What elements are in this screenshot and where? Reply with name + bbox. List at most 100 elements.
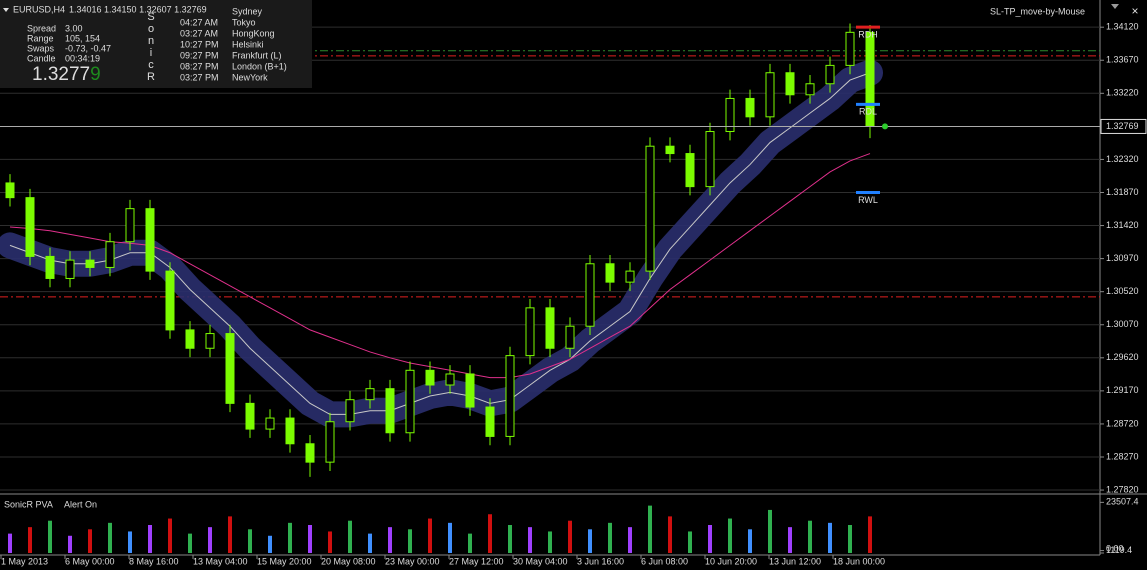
- volume-bar: [148, 525, 152, 553]
- y-tick-label: 1.33670: [1106, 55, 1139, 65]
- candle-body: [665, 145, 675, 155]
- x-tick-label: 13 Jun 12:00: [769, 556, 821, 566]
- volume-bar: [788, 527, 792, 553]
- x-tick-label: 27 May 12:00: [449, 556, 504, 566]
- candle-body: [705, 131, 715, 188]
- session-name: NewYork: [232, 72, 268, 82]
- volume-bar: [688, 531, 692, 553]
- volume-bar: [748, 529, 752, 553]
- candle-body: [685, 153, 695, 188]
- candle-body: [425, 369, 435, 386]
- candle-body: [45, 255, 55, 279]
- sonic-letter: c: [148, 59, 154, 71]
- info-label: Range: [27, 33, 54, 43]
- volume-bar: [228, 516, 232, 553]
- candle-body: [565, 325, 575, 349]
- volume-bar: [468, 533, 472, 553]
- session-time: 03:27 PM: [180, 72, 219, 82]
- session-time: 10:27 PM: [180, 39, 219, 49]
- info-value: 3.00: [65, 23, 83, 33]
- volume-bar: [388, 527, 392, 553]
- sonic-letter: S: [147, 11, 154, 23]
- volume-bar: [608, 522, 612, 553]
- session-time: 04:27 AM: [180, 17, 218, 27]
- candle-body: [125, 208, 135, 243]
- candle-body: [65, 259, 75, 279]
- volume-bar: [248, 529, 252, 553]
- session-name: Helsinki: [232, 39, 264, 49]
- y-tick-label: 1.29170: [1106, 385, 1139, 395]
- info-value: -0.73, -0.47: [65, 43, 111, 53]
- info-value: 105, 154: [65, 33, 100, 43]
- volume-bar: [348, 520, 352, 553]
- volume-bar: [428, 518, 432, 553]
- price-last-digit: 9: [90, 64, 101, 85]
- info-value: 00:34:19: [65, 53, 100, 63]
- volume-bar: [188, 533, 192, 553]
- volume-bar: [268, 535, 272, 553]
- volume-bar: [168, 518, 172, 553]
- candle-body: [825, 64, 835, 85]
- sonic-letter: i: [150, 47, 152, 59]
- candle-body: [305, 443, 315, 463]
- volume-bar: [88, 529, 92, 553]
- candle-body: [225, 333, 235, 404]
- candle-body: [5, 182, 15, 199]
- volume-bar: [368, 533, 372, 553]
- volume-bar: [48, 520, 52, 553]
- volume-bar: [708, 525, 712, 553]
- volume-bar: [328, 531, 332, 553]
- volume-bar: [128, 531, 132, 553]
- volume-bar: [508, 525, 512, 553]
- session-time: 08:27 PM: [180, 61, 219, 71]
- volume-bar: [648, 505, 652, 553]
- x-tick-label: 10 Jun 20:00: [705, 556, 757, 566]
- info-label: Swaps: [27, 43, 55, 53]
- x-tick-label: 6 May 00:00: [65, 556, 115, 566]
- last-close-dot: [882, 123, 888, 130]
- sonic-letter: R: [147, 71, 155, 83]
- volume-bar: [628, 527, 632, 553]
- volume-bar: [68, 535, 72, 553]
- candle-body: [385, 388, 395, 434]
- candle-body: [605, 263, 615, 283]
- volume-bar: [808, 520, 812, 553]
- volume-bar: [488, 514, 492, 553]
- symbol: EURUSD,H4: [13, 4, 65, 14]
- y-tick-label: 1.30970: [1106, 253, 1139, 263]
- candle-body: [285, 417, 295, 445]
- sonic-letter: o: [148, 23, 154, 35]
- info-panel: [0, 0, 312, 88]
- candle-body: [625, 270, 635, 283]
- volume-tick-label: 0.00: [1106, 543, 1124, 553]
- x-tick-label: 8 May 16:00: [129, 556, 179, 566]
- y-tick-label: 1.30070: [1106, 319, 1139, 329]
- volume-bar: [8, 533, 12, 553]
- info-label: Candle: [27, 53, 56, 63]
- y-tick-label: 1.27820: [1106, 484, 1139, 494]
- scroll-marker: [1111, 4, 1119, 9]
- candle-body: [185, 329, 195, 349]
- y-tick-label: 1.34120: [1106, 22, 1139, 32]
- info-label: Spread: [27, 23, 56, 33]
- candle-body: [645, 145, 655, 272]
- close-button[interactable]: ×: [1131, 4, 1138, 18]
- volume-bar: [588, 529, 592, 553]
- candle-body: [845, 31, 855, 66]
- candle-body: [465, 373, 475, 408]
- volume-bar: [568, 520, 572, 553]
- y-tick-label: 1.33220: [1106, 88, 1139, 98]
- session-name: London (B+1): [232, 61, 287, 71]
- y-tick-label: 1.32320: [1106, 154, 1139, 164]
- volume-bar: [728, 518, 732, 553]
- candle-body: [85, 259, 95, 268]
- candle-body: [25, 197, 35, 257]
- session-name: Frankfurt (L): [232, 50, 282, 60]
- volume-bar: [848, 525, 852, 553]
- current-price-label: 1.32769: [1106, 121, 1139, 131]
- volume-tick-label: 1119.4: [1106, 545, 1132, 555]
- x-tick-label: 18 Jun 00:00: [833, 556, 885, 566]
- candle-body: [325, 421, 335, 463]
- volume-bar: [868, 516, 872, 553]
- x-tick-label: 23 May 00:00: [385, 556, 440, 566]
